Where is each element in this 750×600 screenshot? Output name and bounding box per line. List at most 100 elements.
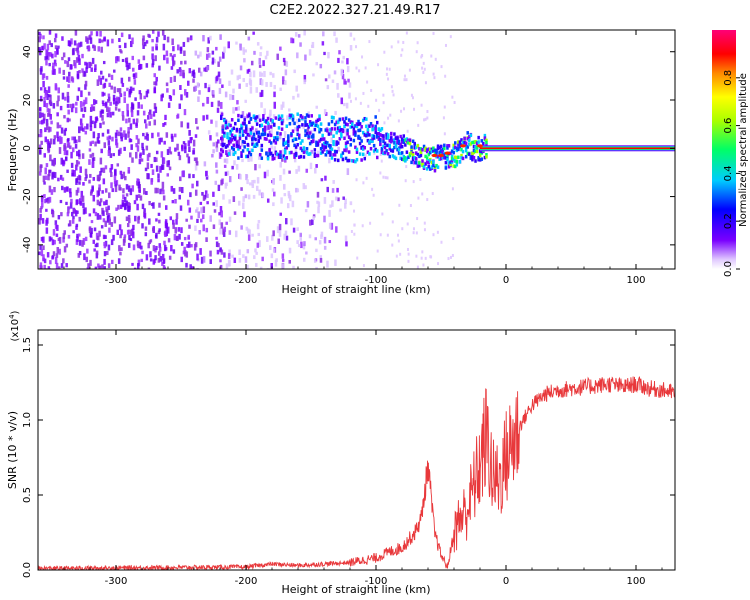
noise-cell — [39, 164, 43, 169]
noise-cell — [145, 254, 149, 261]
noise-cell — [168, 146, 172, 153]
signal-cell — [425, 160, 429, 164]
signal-cell — [427, 152, 430, 157]
signal-cell — [232, 143, 235, 148]
noise-cell — [159, 255, 163, 262]
noise-cell — [56, 136, 60, 142]
noise-cell — [168, 166, 172, 171]
noise-cell — [337, 93, 340, 98]
signal-cell — [344, 156, 348, 161]
signal-cell — [346, 128, 349, 133]
noise-cell — [397, 239, 400, 243]
noise-cell — [54, 45, 58, 50]
signal-cell — [237, 156, 240, 160]
signal-cell — [279, 153, 282, 158]
signal-cell — [424, 148, 427, 152]
noise-cell — [141, 38, 145, 46]
signal-cell — [363, 156, 367, 161]
noise-cell — [145, 40, 149, 44]
noise-cell — [284, 230, 288, 236]
noise-cell — [53, 37, 57, 43]
signal-cell — [291, 116, 295, 120]
noise-cell — [210, 101, 214, 107]
noise-cell — [142, 148, 145, 155]
signal-cell — [478, 158, 482, 162]
noise-cell — [345, 102, 349, 109]
noise-cell — [354, 97, 357, 101]
signal-cell — [436, 146, 440, 151]
noise-cell — [98, 265, 101, 269]
noise-cell — [308, 234, 312, 239]
signal-cell — [368, 152, 371, 156]
noise-cell — [53, 239, 56, 245]
signal-cell — [427, 158, 430, 163]
noise-cell — [107, 99, 110, 103]
signal-cell — [238, 134, 242, 138]
noise-cell — [145, 63, 149, 68]
noise-cell — [118, 131, 121, 137]
heatmap-frame — [37, 29, 676, 270]
signal-cell — [418, 154, 421, 159]
signal-cell — [243, 118, 246, 122]
noise-cell — [98, 38, 101, 44]
noise-cell — [170, 66, 174, 70]
signal-cell — [304, 133, 307, 137]
noise-cell — [38, 31, 41, 36]
noise-cell — [283, 193, 287, 197]
signal-cell — [249, 116, 253, 121]
noise-cell — [91, 140, 95, 144]
noise-cell — [283, 131, 287, 138]
signal-cell — [305, 131, 309, 136]
noise-cell — [362, 181, 365, 185]
noise-cell — [96, 213, 100, 220]
signal-cell — [429, 150, 432, 155]
noise-cell — [173, 53, 176, 58]
noise-cell — [110, 171, 113, 178]
noise-cell — [247, 234, 251, 241]
noise-cell — [40, 236, 44, 242]
signal-cell — [354, 159, 357, 164]
noise-cell — [99, 31, 102, 37]
noise-cell — [117, 97, 121, 104]
signal-cell — [354, 124, 357, 128]
signal-cell — [302, 155, 306, 159]
noise-cell — [67, 57, 71, 62]
signal-cell — [433, 168, 437, 173]
signal-cell — [234, 121, 237, 126]
noise-cell — [151, 53, 154, 60]
signal-cell — [457, 147, 460, 152]
signal-cell — [319, 137, 323, 142]
noise-cell — [212, 94, 215, 98]
noise-cell — [169, 151, 173, 155]
noise-cell — [144, 226, 148, 231]
noise-cell — [48, 30, 52, 35]
signal-cell — [337, 128, 340, 133]
noise-cell — [39, 87, 43, 91]
signal-cell — [427, 147, 430, 151]
noise-cell — [123, 146, 126, 151]
noise-cell — [84, 207, 87, 214]
noise-cell — [72, 47, 75, 55]
noise-cell — [70, 198, 73, 204]
noise-cell — [38, 47, 41, 52]
noise-cell — [194, 189, 198, 196]
noise-cell — [337, 57, 340, 63]
noise-cell — [246, 228, 250, 234]
noise-cell — [126, 229, 130, 235]
signal-cell — [435, 151, 438, 156]
signal-cell — [444, 166, 448, 170]
noise-cell — [85, 36, 88, 42]
noise-cell — [63, 246, 67, 253]
noise-cell — [50, 237, 53, 241]
noise-cell — [81, 195, 85, 202]
noise-cell — [218, 78, 222, 84]
noise-cell — [282, 57, 286, 63]
noise-cell — [126, 110, 130, 117]
signal-cell — [223, 118, 226, 123]
signal-cell — [279, 155, 282, 160]
noise-cell — [49, 52, 53, 57]
noise-cell — [211, 61, 215, 65]
noise-cell — [259, 52, 262, 57]
noise-cell — [166, 88, 169, 93]
signal-cell — [460, 156, 463, 160]
